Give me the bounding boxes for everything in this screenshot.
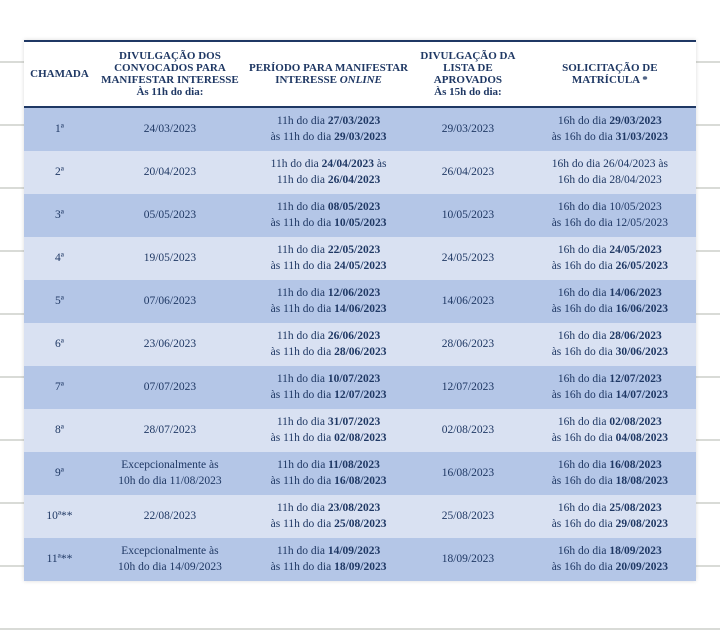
table-row: 11ª**Excepcionalmente às10h do dia 14/09… — [24, 538, 696, 581]
table-row: 10ª**22/08/202311h do dia 23/08/2023às 1… — [24, 495, 696, 538]
cell-matricula: 16h do dia 14/06/2023às 16h do dia 16/06… — [524, 280, 696, 323]
cell-aprovados: 12/07/2023 — [412, 366, 523, 409]
cell-periodo: 11h do dia 31/07/2023às 11h do dia 02/08… — [245, 409, 412, 452]
cell-chamada: 6ª — [24, 323, 95, 366]
cell-aprovados: 25/08/2023 — [412, 495, 523, 538]
cell-periodo: 11h do dia 26/06/2023às 11h do dia 28/06… — [245, 323, 412, 366]
cell-aprovados: 18/09/2023 — [412, 538, 523, 581]
cell-divulgacao: 07/06/2023 — [95, 280, 245, 323]
cell-periodo: 11h do dia 12/06/2023às 11h do dia 14/06… — [245, 280, 412, 323]
col-title: CHAMADA — [30, 68, 89, 80]
col-subtitle: Às 11h do dia: — [136, 86, 203, 98]
cell-periodo: 11h do dia 24/04/2023 às11h do dia 26/04… — [245, 151, 412, 194]
cell-matricula: 16h do dia 12/07/2023às 16h do dia 14/07… — [524, 366, 696, 409]
table-row: 7ª07/07/202311h do dia 10/07/2023às 11h … — [24, 366, 696, 409]
cell-divulgacao: 28/07/2023 — [95, 409, 245, 452]
cell-matricula: 16h do dia 26/04/2023 às16h do dia 28/04… — [524, 151, 696, 194]
cell-chamada: 2ª — [24, 151, 95, 194]
col-subtitle: Às 15h do dia: — [434, 86, 502, 98]
table-row: 2ª20/04/202311h do dia 24/04/2023 às11h … — [24, 151, 696, 194]
col-title: DIVULGAÇÃO DOS CONVOCADOS PARA MANIFESTA… — [101, 50, 239, 86]
table-row: 1ª24/03/202311h do dia 27/03/2023às 11h … — [24, 107, 696, 151]
cell-aprovados: 29/03/2023 — [412, 107, 523, 151]
table-row: 5ª07/06/202311h do dia 12/06/2023às 11h … — [24, 280, 696, 323]
cell-matricula: 16h do dia 24/05/2023às 16h do dia 26/05… — [524, 237, 696, 280]
cell-aprovados: 16/08/2023 — [412, 452, 523, 495]
cell-matricula: 16h do dia 28/06/2023às 16h do dia 30/06… — [524, 323, 696, 366]
cell-periodo: 11h do dia 14/09/2023às 11h do dia 18/09… — [245, 538, 412, 581]
cell-chamada: 4ª — [24, 237, 95, 280]
cell-chamada: 5ª — [24, 280, 95, 323]
col-periodo: PERÍODO PARA MANIFESTAR INTERESSE ONLINE — [245, 41, 412, 107]
col-title-italic: ONLINE — [337, 74, 382, 86]
cell-divulgacao: Excepcionalmente às10h do dia 11/08/2023 — [95, 452, 245, 495]
cell-divulgacao: Excepcionalmente às10h do dia 14/09/2023 — [95, 538, 245, 581]
cell-chamada: 7ª — [24, 366, 95, 409]
col-title: DIVULGAÇÃO DA LISTA DE APROVADOS — [420, 50, 515, 86]
cell-matricula: 16h do dia 25/08/2023às 16h do dia 29/08… — [524, 495, 696, 538]
cell-periodo: 11h do dia 08/05/2023às 11h do dia 10/05… — [245, 194, 412, 237]
cell-divulgacao: 24/03/2023 — [95, 107, 245, 151]
cell-periodo: 11h do dia 11/08/2023às 11h do dia 16/08… — [245, 452, 412, 495]
cell-matricula: 16h do dia 16/08/2023às 16h do dia 18/08… — [524, 452, 696, 495]
col-matricula: SOLICITAÇÃO DE MATRÍCULA * — [524, 41, 696, 107]
cell-aprovados: 24/05/2023 — [412, 237, 523, 280]
cell-divulgacao: 20/04/2023 — [95, 151, 245, 194]
cell-periodo: 11h do dia 22/05/2023às 11h do dia 24/05… — [245, 237, 412, 280]
cell-matricula: 16h do dia 02/08/2023às 16h do dia 04/08… — [524, 409, 696, 452]
cell-aprovados: 10/05/2023 — [412, 194, 523, 237]
cell-periodo: 11h do dia 23/08/2023às 11h do dia 25/08… — [245, 495, 412, 538]
col-title: SOLICITAÇÃO DE MATRÍCULA * — [562, 62, 657, 86]
table-body: 1ª24/03/202311h do dia 27/03/2023às 11h … — [24, 107, 696, 581]
cell-chamada: 11ª** — [24, 538, 95, 581]
cell-periodo: 11h do dia 27/03/2023às 11h do dia 29/03… — [245, 107, 412, 151]
table-header: CHAMADA DIVULGAÇÃO DOS CONVOCADOS PARA M… — [24, 41, 696, 107]
table-row: 8ª28/07/202311h do dia 31/07/2023às 11h … — [24, 409, 696, 452]
cell-aprovados: 26/04/2023 — [412, 151, 523, 194]
table-row: 4ª19/05/202311h do dia 22/05/2023às 11h … — [24, 237, 696, 280]
cell-divulgacao: 05/05/2023 — [95, 194, 245, 237]
col-chamada: CHAMADA — [24, 41, 95, 107]
cell-matricula: 16h do dia 29/03/2023às 16h do dia 31/03… — [524, 107, 696, 151]
cell-aprovados: 02/08/2023 — [412, 409, 523, 452]
cell-chamada: 8ª — [24, 409, 95, 452]
col-aprovados: DIVULGAÇÃO DA LISTA DE APROVADOS Às 15h … — [412, 41, 523, 107]
cell-divulgacao: 22/08/2023 — [95, 495, 245, 538]
cell-chamada: 10ª** — [24, 495, 95, 538]
cell-aprovados: 14/06/2023 — [412, 280, 523, 323]
cell-chamada: 9ª — [24, 452, 95, 495]
table-row: 3ª05/05/202311h do dia 08/05/2023às 11h … — [24, 194, 696, 237]
schedule-table: CHAMADA DIVULGAÇÃO DOS CONVOCADOS PARA M… — [24, 40, 696, 581]
cell-aprovados: 28/06/2023 — [412, 323, 523, 366]
cell-matricula: 16h do dia 18/09/2023às 16h do dia 20/09… — [524, 538, 696, 581]
table-row: 9ªExcepcionalmente às10h do dia 11/08/20… — [24, 452, 696, 495]
cell-divulgacao: 23/06/2023 — [95, 323, 245, 366]
cell-chamada: 1ª — [24, 107, 95, 151]
cell-periodo: 11h do dia 10/07/2023às 11h do dia 12/07… — [245, 366, 412, 409]
table-row: 6ª23/06/202311h do dia 26/06/2023às 11h … — [24, 323, 696, 366]
col-divulgacao: DIVULGAÇÃO DOS CONVOCADOS PARA MANIFESTA… — [95, 41, 245, 107]
cell-divulgacao: 19/05/2023 — [95, 237, 245, 280]
col-title: PERÍODO PARA MANIFESTAR INTERESSE — [249, 62, 408, 86]
cell-divulgacao: 07/07/2023 — [95, 366, 245, 409]
cell-chamada: 3ª — [24, 194, 95, 237]
cell-matricula: 16h do dia 10/05/2023às 16h do dia 12/05… — [524, 194, 696, 237]
page: CHAMADA DIVULGAÇÃO DOS CONVOCADOS PARA M… — [0, 0, 720, 605]
